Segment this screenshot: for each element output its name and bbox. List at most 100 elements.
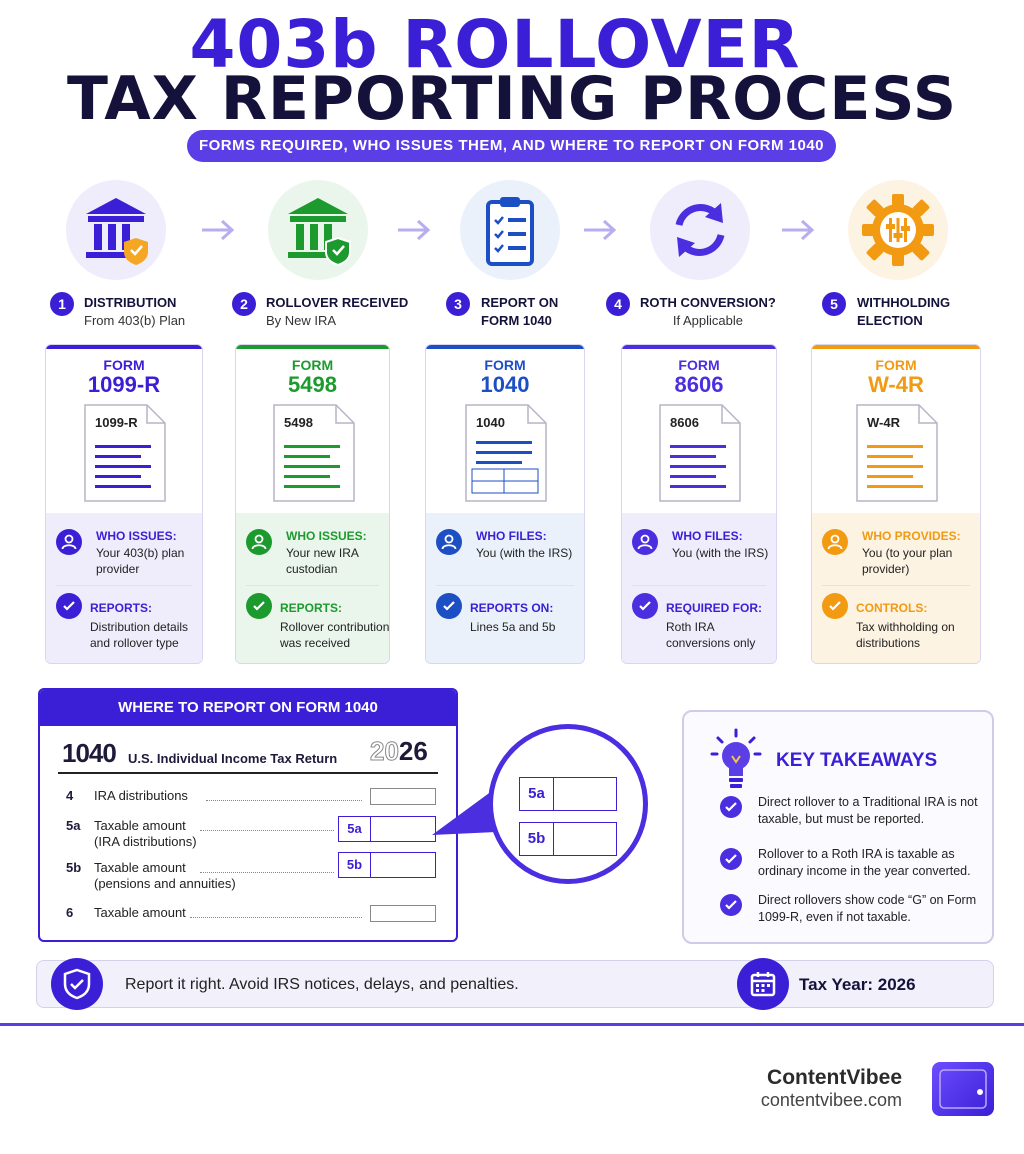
info-heading: CONTROLS: (856, 601, 928, 615)
document-label: 1099-R (95, 415, 138, 430)
line-label: IRA distributions (94, 788, 188, 803)
form-label: FORM (875, 357, 917, 373)
check-icon (436, 593, 462, 619)
refresh-icon (650, 180, 750, 280)
form-number: W-4R (868, 372, 924, 397)
info-text: Roth IRA conversions only (666, 620, 756, 650)
form-label: FORM (291, 357, 334, 373)
brand-url[interactable]: contentvibee.com (760, 1090, 902, 1110)
info-heading: WHO ISSUES: (96, 529, 177, 543)
lightbulb-icon (710, 728, 762, 788)
gear-sliders-icon (848, 180, 948, 280)
form-label: FORM (678, 357, 720, 373)
info-text: You (with the IRS) (672, 546, 769, 560)
line-label: Taxable amount (pensions and annuities) (94, 860, 236, 891)
bank-check-icon (268, 180, 368, 280)
user-icon (436, 529, 462, 555)
step-number: 3 (446, 292, 470, 316)
info-text: Rollover contribution was received (280, 620, 390, 650)
arrow-icon (782, 219, 815, 241)
line-number: 5a (66, 818, 81, 833)
line-number: 5b (66, 860, 82, 875)
info-heading: REPORTS: (90, 601, 153, 615)
user-icon (822, 529, 848, 555)
step-number: 5 (822, 292, 846, 316)
info-heading: WHO FILES: (672, 529, 743, 543)
banner-message: Report it right. Avoid IRS notices, dela… (125, 976, 519, 993)
form-number: 1040 (480, 372, 530, 397)
line-5b-field[interactable]: 5b (338, 852, 436, 878)
document-icon: W-4R (856, 404, 938, 502)
document-label: 8606 (670, 415, 699, 430)
form-1040-return-title: U.S. Individual Income Tax Return (128, 751, 338, 766)
info-heading: WHO FILES: (476, 529, 547, 543)
divider (0, 1023, 1024, 1026)
form-card: FORM 8606 8606 WHO FILES: You (with the … (621, 344, 777, 664)
brand-name: ContentVibee (767, 1066, 902, 1089)
subtitle-pill: FORMS REQUIRED, WHO ISSUES THEM, AND WHE… (187, 130, 836, 162)
form-card: FORM W-4R W-4R WHO PROVIDES: You (to you… (811, 344, 981, 664)
form-number: 5498 (288, 372, 337, 397)
step-title: ROTH CONVERSION? If Applicable (640, 295, 776, 328)
tax-year: Tax Year: 2026 (799, 975, 916, 994)
title-line2: TAX REPORTING PROCESS (66, 64, 958, 134)
clipboard-icon (460, 180, 560, 280)
info-heading: REPORTS: (280, 601, 343, 615)
line-label: Taxable amount (IRA distributions) (94, 818, 197, 849)
info-text: You (to your plan provider) (862, 546, 953, 576)
form-label: FORM (484, 357, 526, 373)
info-heading: REPORTS ON: (470, 601, 554, 615)
line-number: 6 (66, 905, 74, 920)
document-label: W-4R (867, 415, 901, 430)
form-number: 8606 (674, 372, 724, 397)
form-card: FORM 1040 1040 WHO FILES: You (with the … (425, 344, 585, 664)
line-4-field[interactable] (370, 788, 436, 805)
info-text: Distribution details and rollover type (90, 620, 189, 650)
line-5a-field[interactable]: 5a (338, 816, 436, 842)
step-title: REPORT ON FORM 1040 (481, 295, 559, 328)
bank-shield-icon (66, 180, 166, 280)
document-icon: 1099-R (84, 404, 166, 502)
check-icon (632, 593, 658, 619)
arrow-icon (398, 219, 431, 241)
form-number: 1099-R (87, 372, 161, 397)
brand-logo-icon (932, 1062, 994, 1116)
document-label: 5498 (284, 415, 313, 430)
check-icon (56, 593, 82, 619)
shield-check-icon (51, 958, 103, 1010)
document-icon: 5498 (273, 404, 355, 502)
document-icon: 1040 (465, 404, 547, 502)
form-1040-panel: WHERE TO REPORT ON FORM 1040 1040 U.S. I… (38, 688, 458, 942)
step-number: 4 (606, 292, 630, 316)
step-title: WITHHOLDING ELECTION (857, 295, 951, 328)
form-1040-header: WHERE TO REPORT ON FORM 1040 (40, 690, 456, 726)
form-1040-number: 1040 (62, 738, 117, 768)
calendar-icon (737, 958, 789, 1010)
user-icon (56, 529, 82, 555)
info-text: Tax withholding on distributions (856, 620, 955, 650)
info-heading: WHO PROVIDES: (862, 529, 961, 543)
user-icon (246, 529, 272, 555)
info-text: Your new IRA custodian (286, 546, 359, 576)
line-6-field[interactable] (370, 905, 436, 922)
step-number: 1 (50, 292, 74, 316)
arrow-icon (584, 219, 617, 241)
check-icon (246, 593, 272, 619)
step-title: DISTRIBUTION From 403(b) Plan (84, 295, 186, 328)
user-icon (632, 529, 658, 555)
line-label: Taxable amount (94, 905, 186, 920)
form-card: FORM 1099-R 1099-R WHO ISSUES: Your 403(… (45, 344, 203, 664)
info-text: You (with the IRS) (476, 546, 573, 560)
check-icon (822, 593, 848, 619)
info-heading: WHO ISSUES: (286, 529, 367, 543)
step-number: 2 (232, 292, 256, 316)
document-icon: 8606 (659, 404, 741, 502)
form-label: FORM (103, 357, 145, 373)
info-text: Your 403(b) plan provider (96, 546, 185, 576)
key-takeaways-panel: KEY TAKEAWAYS Direct rollover to a Tradi… (682, 710, 994, 944)
info-text: Lines 5a and 5b (470, 620, 556, 634)
zoom-magnifier: 5a 5b (488, 724, 648, 884)
info-heading: REQUIRED FOR: (666, 601, 762, 615)
step-title: ROLLOVER RECEIVED By New IRA (266, 295, 409, 328)
title-line1: 403b ROLLOVER (189, 6, 801, 83)
